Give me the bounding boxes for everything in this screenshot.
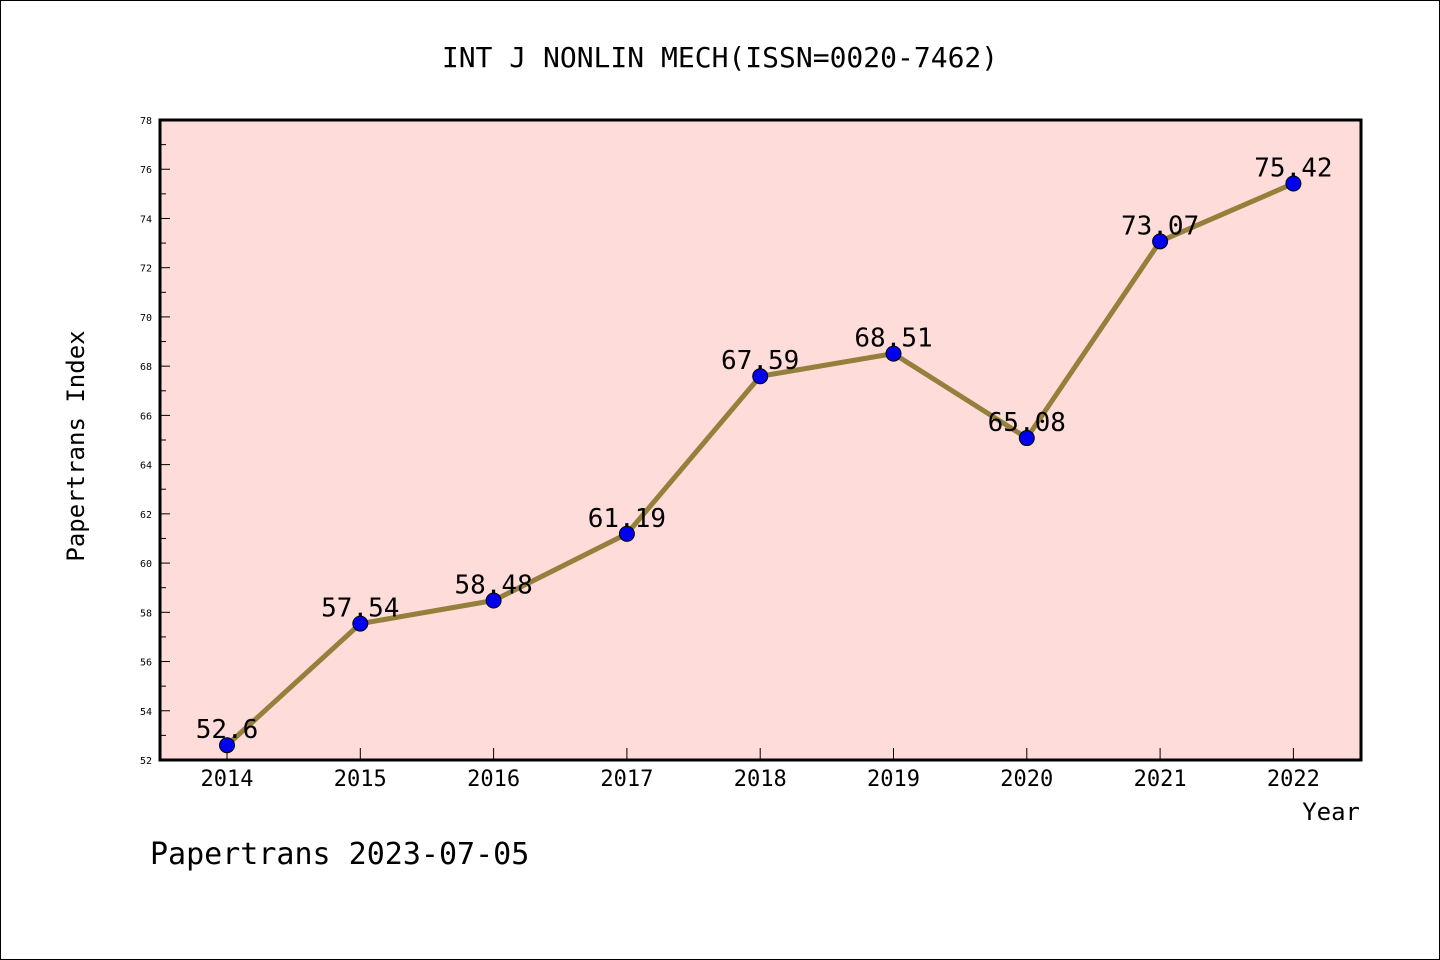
data-points xyxy=(219,175,1302,754)
y-tick-label: 54 xyxy=(140,707,152,718)
data-label: 68.51 xyxy=(854,324,932,354)
data-label: 52.6 xyxy=(196,715,259,745)
data-label: 57.54 xyxy=(321,594,399,624)
y-tick-label: 70 xyxy=(140,313,152,324)
data-point xyxy=(352,615,369,632)
data-point xyxy=(885,345,902,362)
y-tick-label: 60 xyxy=(140,559,152,570)
data-point xyxy=(1018,430,1035,447)
data-point xyxy=(485,592,502,609)
y-tick-label: 64 xyxy=(140,461,152,472)
data-point xyxy=(219,737,235,754)
x-tick-label: 2022 xyxy=(1267,767,1320,792)
x-tick-label: 2021 xyxy=(1134,767,1187,792)
x-tick-label: 2018 xyxy=(734,767,787,792)
y-tick-label: 56 xyxy=(140,658,152,669)
x-tick-label: 2019 xyxy=(867,767,920,792)
data-point xyxy=(618,525,635,542)
footer-text: Papertrans 2023-07-05 xyxy=(150,837,529,872)
y-tick-label: 62 xyxy=(140,510,152,521)
x-tick-label: 2017 xyxy=(600,767,653,792)
y-tick-label: 52 xyxy=(140,756,152,767)
y-axis-label: Papertrans Index xyxy=(62,330,90,561)
data-label: 58.48 xyxy=(454,570,532,600)
x-axis-label: Year xyxy=(1302,798,1360,826)
y-tick-label: 76 xyxy=(140,165,152,176)
y-tick-label: 58 xyxy=(140,608,152,619)
y-axis: 52 54 56 58 60 62 64 66 68 70 72 74 76 78 xyxy=(140,116,170,767)
y-tick-label: 74 xyxy=(140,214,152,225)
data-point xyxy=(1285,175,1302,192)
x-tick-label: 2020 xyxy=(1000,767,1053,792)
x-tick-label: 2014 xyxy=(201,767,254,792)
x-tick-label: 2016 xyxy=(467,767,520,792)
y-tick-label: 68 xyxy=(140,362,152,373)
y-tick-label: 72 xyxy=(140,264,152,275)
data-label: 73.07 xyxy=(1121,211,1199,241)
data-labels: 52.6 57.54 58.48 61.19 67.59 68.51 65.08 73.07 7… xyxy=(196,154,1333,746)
chart-title: INT J NONLIN MECH(ISSN=0020-7462) xyxy=(442,41,998,74)
data-label: 65.08 xyxy=(988,408,1066,438)
plot-area xyxy=(158,118,1363,762)
x-axis: 2014 2015 2016 2017 2018 2019 2020 2021 2022 xyxy=(201,748,1320,792)
y-tick-label: 78 xyxy=(140,116,152,127)
x-tick-label: 2015 xyxy=(334,767,387,792)
data-label: 67.59 xyxy=(721,346,799,376)
y-tick-label: 66 xyxy=(140,411,152,422)
data-point xyxy=(1152,233,1169,250)
data-label: 61.19 xyxy=(588,504,666,534)
data-label: 75.42 xyxy=(1254,154,1332,184)
data-point xyxy=(752,368,769,385)
